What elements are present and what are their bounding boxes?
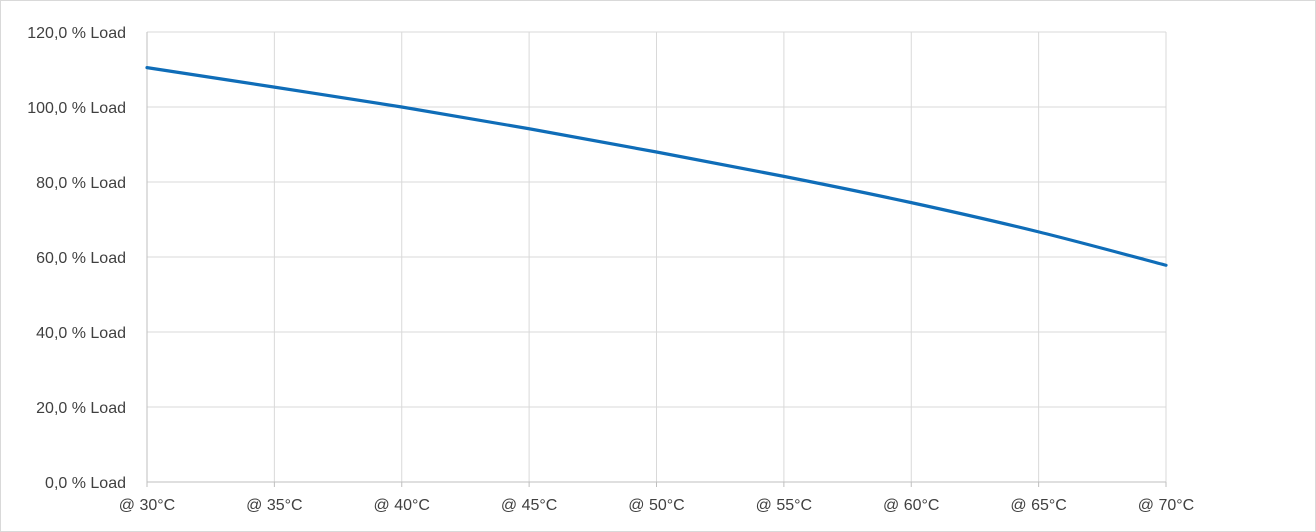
- grid-layer: [147, 31, 1167, 482]
- x-tick-label: @ 65°C: [1010, 497, 1066, 514]
- x-tick-label: @ 50°C: [628, 497, 684, 514]
- x-tick-label: @ 60°C: [883, 497, 939, 514]
- x-tick-label: @ 35°C: [246, 497, 302, 514]
- y-tick-label: 120,0 % Load: [27, 25, 126, 42]
- x-tick-label: @ 45°C: [501, 497, 557, 514]
- y-tick-label: 40,0 % Load: [36, 325, 126, 342]
- series-layer: [145, 66, 1168, 267]
- y-tick-label: 0,0 % Load: [45, 475, 126, 492]
- x-tick-label: @ 55°C: [756, 497, 812, 514]
- y-tick-label: 80,0 % Load: [36, 175, 126, 192]
- y-tick-label: 60,0 % Load: [36, 250, 126, 267]
- y-tick-label: 100,0 % Load: [27, 100, 126, 117]
- axis-layer: [146, 32, 1167, 487]
- x-tick-label: @ 30°C: [119, 497, 175, 514]
- y-tick-label: 20,0 % Load: [36, 400, 126, 417]
- series-line: [145, 66, 1168, 267]
- x-tick-label: @ 40°C: [374, 497, 430, 514]
- x-tick-label: @ 70°C: [1138, 497, 1194, 514]
- label-layer: 0,0 % Load 20,0 % Load 40,0 % Load 60,0 % L…: [27, 25, 1194, 514]
